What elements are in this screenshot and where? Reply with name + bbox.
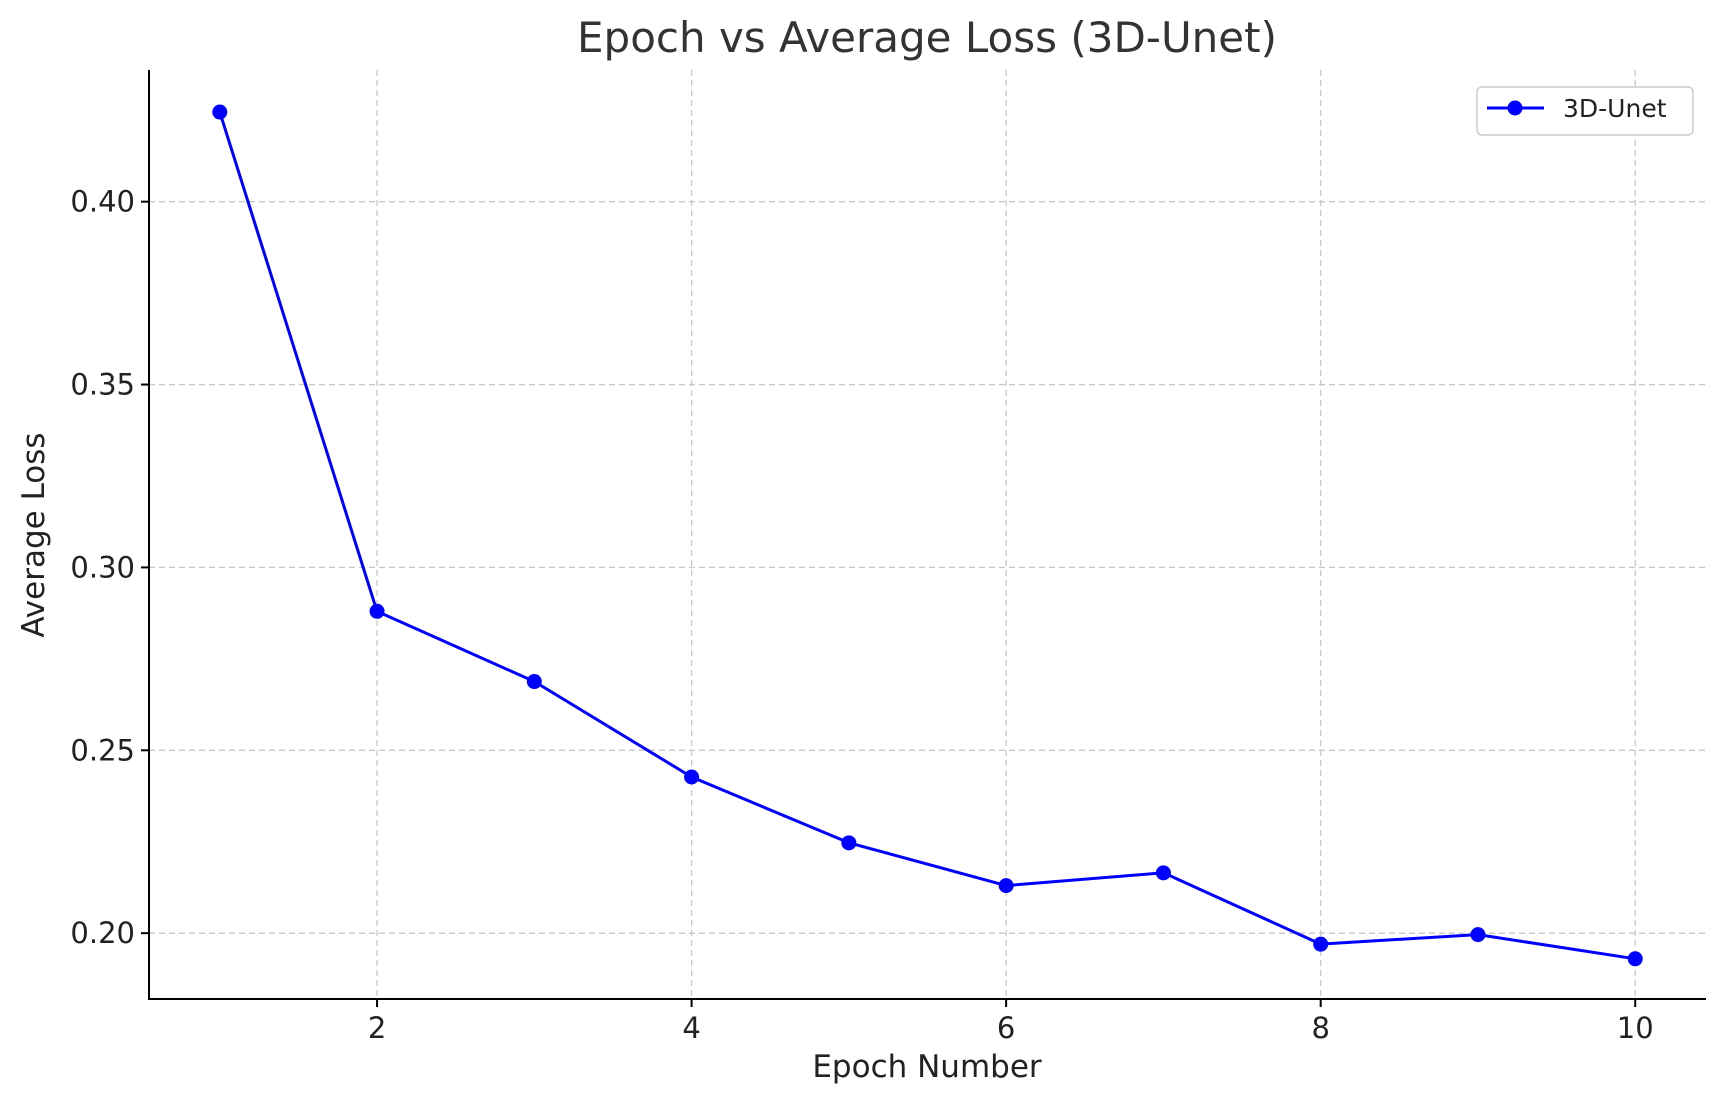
chart-title: Epoch vs Average Loss (3D-Unet) bbox=[577, 13, 1277, 62]
x-axis-label: Epoch Number bbox=[812, 1049, 1042, 1085]
grid bbox=[149, 70, 1706, 999]
y-tick-label: 0.25 bbox=[70, 733, 135, 767]
data-point[interactable] bbox=[1627, 951, 1643, 967]
x-tick-label: 4 bbox=[682, 1011, 700, 1045]
legend-box bbox=[1476, 86, 1694, 136]
data-point[interactable] bbox=[1470, 927, 1486, 943]
data-point[interactable] bbox=[684, 769, 700, 785]
x-tick-label: 8 bbox=[1311, 1011, 1329, 1045]
series bbox=[212, 104, 1643, 967]
y-tick-label: 0.30 bbox=[70, 550, 135, 584]
y-tick-label: 0.20 bbox=[70, 916, 135, 950]
y-tick-label: 0.40 bbox=[70, 185, 135, 219]
data-point[interactable] bbox=[526, 674, 542, 690]
x-tick-label: 2 bbox=[368, 1011, 386, 1045]
data-point[interactable] bbox=[369, 603, 385, 619]
data-point[interactable] bbox=[1313, 936, 1329, 952]
x-tick-label: 10 bbox=[1617, 1011, 1654, 1045]
legend-label: 3D-Unet bbox=[1563, 94, 1667, 123]
ticks: 2 4 6 8 10 0.20 0.25 0.30 0.35 0.40 bbox=[70, 185, 1653, 1045]
x-tick-label: 6 bbox=[997, 1011, 1015, 1045]
data-point[interactable] bbox=[998, 878, 1014, 894]
data-point[interactable] bbox=[212, 104, 228, 120]
series-line bbox=[218, 111, 1636, 961]
data-point[interactable] bbox=[841, 835, 857, 851]
legend: 3D-Unet bbox=[1476, 86, 1694, 136]
axes bbox=[148, 70, 1706, 1000]
data-point[interactable] bbox=[1155, 865, 1171, 881]
y-tick-label: 0.35 bbox=[70, 368, 135, 402]
legend-marker-swatch bbox=[1507, 100, 1523, 116]
y-axis-label: Average Loss bbox=[16, 432, 52, 637]
